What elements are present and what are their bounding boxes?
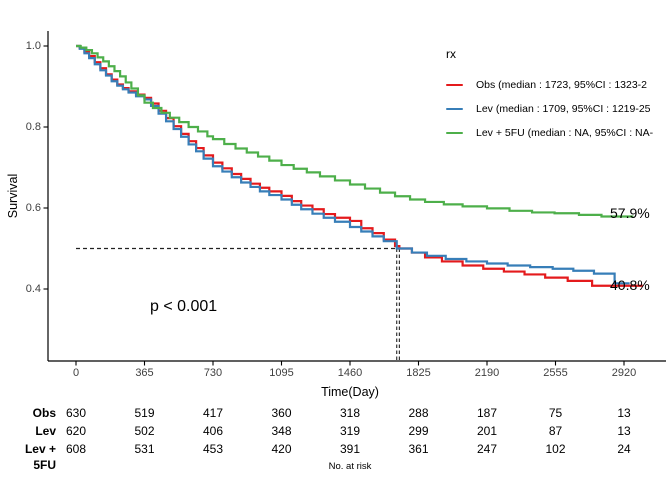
x-tick-label: 2555 <box>543 367 568 379</box>
y-axis-title: Survival <box>6 173 20 219</box>
legend-entry-lev: Lev (median : 1709, 95%CI : 1219-25 <box>446 101 651 117</box>
risk-value: 420 <box>271 442 292 456</box>
legend-entry-lev5fu: Lev + 5FU (median : NA, 95%CI : NA- <box>446 125 653 141</box>
risk-value: 247 <box>476 442 498 456</box>
survival-curve-lev <box>76 44 630 285</box>
risk-value: 13 <box>617 424 631 438</box>
legend-label-obs: Obs (median : 1723, 95%CI : 1323-2 <box>476 79 648 91</box>
legend-title: rx <box>446 47 456 61</box>
risk-value: 360 <box>271 406 292 420</box>
x-tick-label: 2920 <box>611 367 637 379</box>
y-tick-label: 1.0 <box>25 40 41 52</box>
risk-value: 87 <box>548 424 563 438</box>
risk-value: 502 <box>134 424 155 438</box>
x-tick-label: 365 <box>135 367 154 379</box>
risk-value: 406 <box>202 424 224 438</box>
risk-value: 417 <box>202 406 224 420</box>
x-tick-label: 1460 <box>337 367 363 379</box>
risk-table-title: No. at risk <box>328 461 372 472</box>
risk-row-label-lev5fu: Lev + 5FU <box>24 442 56 472</box>
legend-label-lev: Lev (median : 1709, 95%CI : 1219-25 <box>476 103 651 115</box>
obs-line-swatch-icon <box>446 83 463 87</box>
y-tick-label: 0.6 <box>25 202 41 214</box>
x-tick-label: 1095 <box>269 367 294 379</box>
risk-value: 391 <box>339 442 361 456</box>
risk-value: 453 <box>202 442 224 456</box>
y-tick-label: 0.4 <box>25 283 41 295</box>
risk-value: 531 <box>134 442 155 456</box>
risk-value: 608 <box>65 442 87 456</box>
risk-value: 630 <box>65 406 87 420</box>
final-survival-label-lev5fu: 57.9% <box>610 205 650 221</box>
risk-value: 348 <box>271 424 292 438</box>
risk-value: 318 <box>339 406 361 420</box>
risk-value: 24 <box>617 442 631 456</box>
p-value-annotation: p < 0.001 <box>150 298 218 315</box>
lev-line-swatch-icon <box>446 107 463 111</box>
legend-label-lev5fu: Lev + 5FU (median : NA, 95%CI : NA- <box>476 127 654 139</box>
risk-row-label-lev: Lev <box>35 424 56 438</box>
risk-value: 75 <box>548 406 563 420</box>
risk-value: 201 <box>476 424 498 438</box>
risk-value: 519 <box>134 406 155 420</box>
risk-value: 361 <box>408 442 429 456</box>
x-tick-label: 0 <box>72 367 80 379</box>
x-tick-label: 730 <box>203 367 223 379</box>
risk-row-label-obs: Obs <box>32 406 56 420</box>
y-tick-label: 0.8 <box>25 121 41 133</box>
survival-curve-lev-5fu <box>76 44 634 218</box>
x-tick-label: 1825 <box>406 367 431 379</box>
risk-value: 620 <box>65 424 87 438</box>
risk-value: 187 <box>476 406 498 420</box>
x-axis-title: Time(Day) <box>321 385 379 399</box>
final-survival-label-obs: 40.8% <box>610 277 650 293</box>
risk-value: 319 <box>339 424 361 438</box>
risk-value: 299 <box>408 424 429 438</box>
lev5fu-line-swatch-icon <box>446 131 463 135</box>
x-tick-label: 2190 <box>474 367 500 379</box>
risk-value: 13 <box>617 406 631 420</box>
risk-value: 102 <box>545 442 566 456</box>
legend-entry-obs: Obs (median : 1723, 95%CI : 1323-2 <box>446 77 647 93</box>
risk-value: 288 <box>408 406 429 420</box>
survival-curve-obs <box>76 44 643 287</box>
